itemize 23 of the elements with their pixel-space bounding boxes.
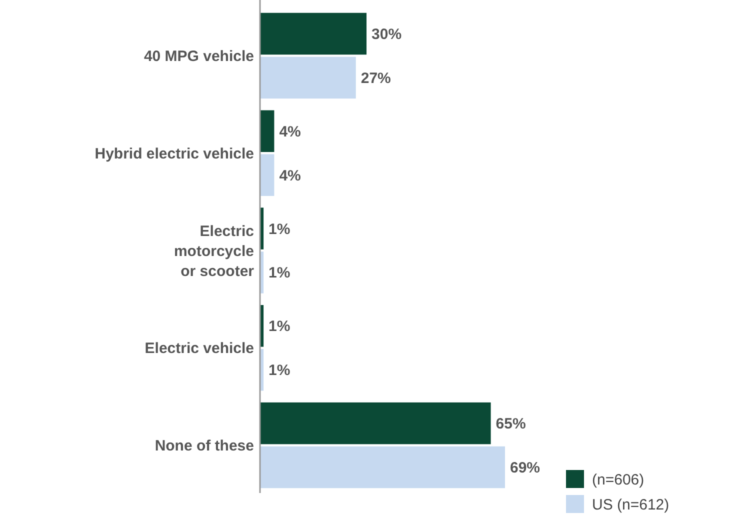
data-label: 1% [268,264,290,282]
data-label: 1% [268,362,290,380]
y-tick-label: Hybrid electric vehicle [94,145,254,162]
data-label: 65% [496,416,526,433]
bar [260,154,274,196]
data-label: 1% [268,220,290,238]
y-tick-label: 40 MPG vehicle [144,48,254,65]
y-tick-label: Electric motorcycle or scooter [174,222,254,280]
bar [260,110,274,152]
bar [260,446,505,488]
y-tick-label: Electric vehicle [144,340,254,358]
bar [260,12,367,55]
data-label: 27% [360,70,391,87]
legend-label: (n=606) [592,471,644,488]
bar [260,56,356,99]
legend-label: US (n=612) [592,496,670,514]
data-label: 4% [279,167,301,184]
bar [260,402,491,444]
y-tick-label: None of these [154,438,254,455]
data-label: 1% [268,318,290,336]
data-label: 30% [372,26,402,43]
data-label: 4% [279,123,301,140]
data-label: 69% [510,460,540,477]
